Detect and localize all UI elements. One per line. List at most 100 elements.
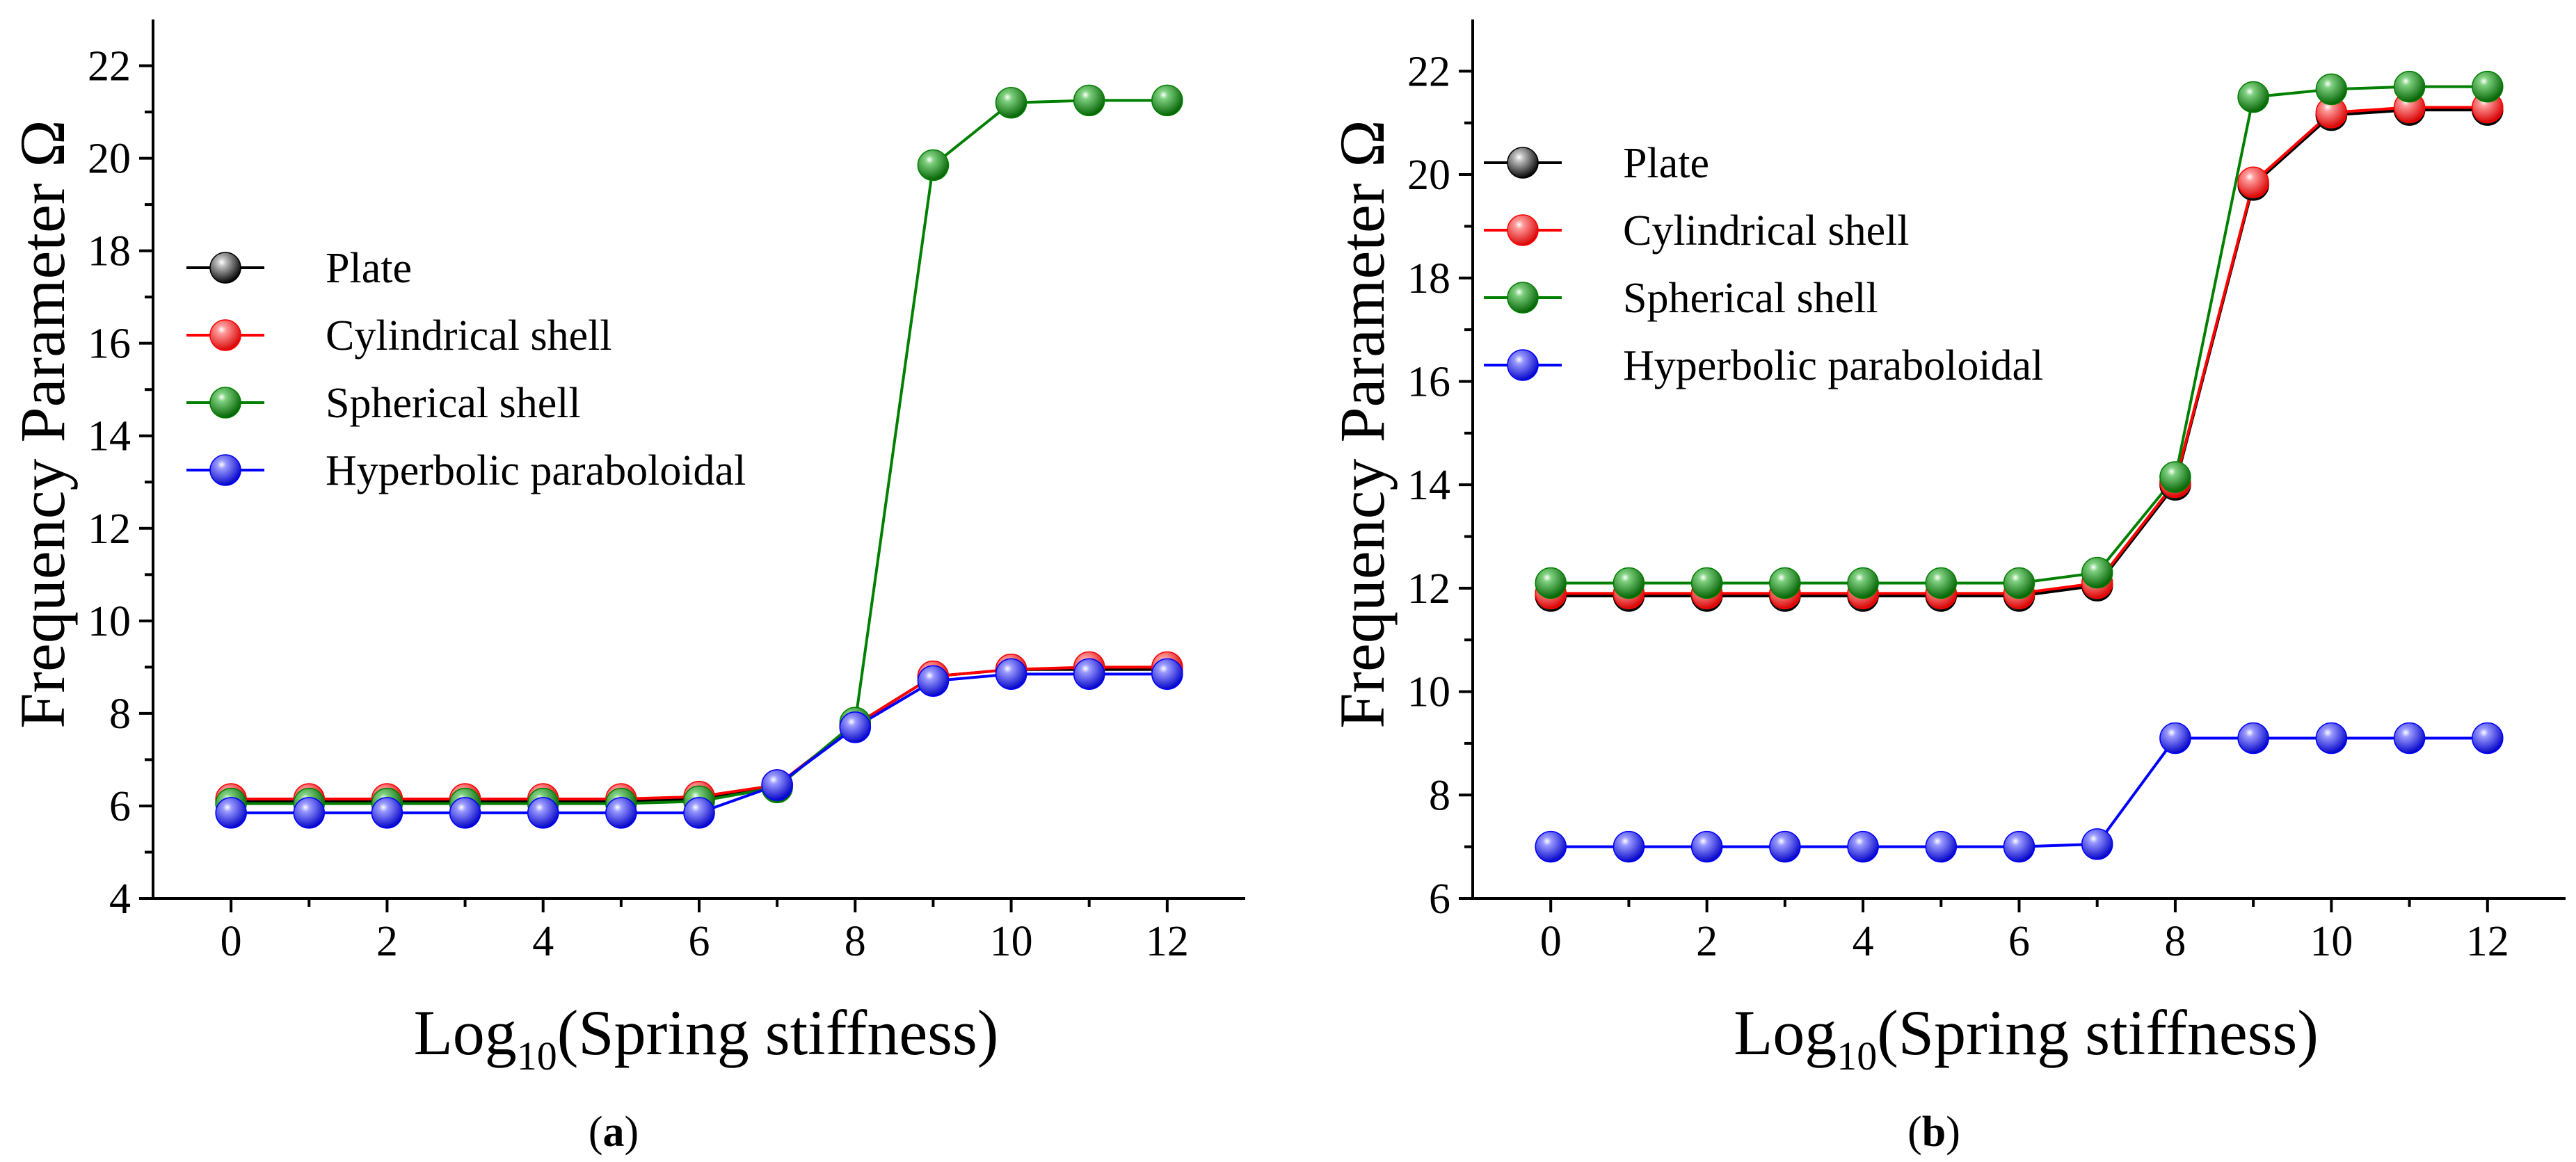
data-point-spherical-shell — [917, 149, 950, 181]
legend-label-spherical-shell: Spherical shell — [326, 380, 581, 427]
x-tick-label: 2 — [376, 918, 398, 965]
y-tick-label: 10 — [1407, 669, 1450, 716]
data-point-hyperbolic-paraboloidal — [371, 797, 403, 829]
y-axis-title: Frequency Parameter Ω — [1327, 120, 1398, 729]
data-point-hyperbolic-paraboloidal — [605, 797, 637, 829]
legend-marker-cylindrical-shell — [209, 319, 241, 351]
x-tick-label: 0 — [221, 918, 242, 965]
data-point-spherical-shell — [1535, 567, 1567, 599]
data-point-hyperbolic-paraboloidal — [839, 711, 872, 743]
x-axis-title: Log10(Spring stiffness) — [1734, 997, 2319, 1079]
legend-label-plate: Plate — [1623, 140, 1709, 187]
data-point-spherical-shell — [2393, 70, 2426, 103]
data-point-hyperbolic-paraboloidal — [2081, 828, 2113, 860]
legend-marker-plate — [1507, 147, 1539, 179]
data-point-hyperbolic-paraboloidal — [761, 769, 793, 801]
data-point-hyperbolic-paraboloidal — [683, 797, 715, 829]
y-tick-label: 20 — [88, 136, 131, 183]
y-tick-label: 16 — [1407, 358, 1450, 405]
data-point-hyperbolic-paraboloidal — [995, 658, 1027, 691]
data-point-spherical-shell — [2003, 567, 2035, 599]
data-point-spherical-shell — [1073, 84, 1105, 117]
y-tick-label: 8 — [1429, 772, 1450, 819]
legend-marker-plate — [209, 252, 241, 284]
y-tick-label: 18 — [88, 228, 131, 275]
data-point-hyperbolic-paraboloidal — [2159, 722, 2191, 755]
x-tick-label: 2 — [1696, 918, 1718, 965]
data-point-spherical-shell — [2315, 73, 2348, 106]
legend-label-cylindrical-shell: Cylindrical shell — [1623, 207, 1910, 255]
data-point-hyperbolic-paraboloidal — [2393, 722, 2426, 755]
data-point-spherical-shell — [2081, 556, 2113, 589]
x-tick-label: 12 — [1146, 918, 1189, 965]
x-tick-label: 6 — [2008, 918, 2030, 965]
y-tick-label: 6 — [109, 783, 131, 830]
data-point-spherical-shell — [1769, 567, 1801, 599]
y-tick-label: 8 — [109, 691, 131, 738]
data-point-hyperbolic-paraboloidal — [1769, 830, 1801, 863]
series-line-cylindrical-shell — [231, 665, 1167, 800]
series-line-hyperbolic-paraboloidal — [1551, 736, 2488, 848]
data-point-hyperbolic-paraboloidal — [2003, 830, 2035, 863]
data-point-spherical-shell — [1151, 84, 1183, 117]
data-point-hyperbolic-paraboloidal — [449, 797, 481, 829]
y-tick-label: 14 — [88, 413, 131, 460]
y-tick-label: 20 — [1407, 152, 1450, 199]
panel-caption: (b) — [1907, 1108, 1960, 1156]
data-point-spherical-shell — [1690, 567, 1723, 599]
y-tick-label: 22 — [1407, 48, 1450, 95]
data-point-hyperbolic-paraboloidal — [1847, 830, 1879, 863]
x-tick-label: 4 — [532, 918, 554, 965]
data-point-spherical-shell — [2472, 70, 2504, 103]
legend-label-plate: Plate — [326, 245, 412, 292]
data-point-spherical-shell — [2159, 461, 2191, 493]
legend-label-hyperbolic-paraboloidal: Hyperbolic paraboloidal — [1623, 342, 2043, 389]
y-tick-label: 18 — [1407, 255, 1450, 302]
data-point-hyperbolic-paraboloidal — [2472, 722, 2504, 755]
x-axis-title: Log10(Spring stiffness) — [414, 997, 999, 1079]
y-tick-label: 22 — [88, 43, 131, 90]
legend-marker-hyperbolic-paraboloidal — [209, 454, 241, 486]
legend-marker-hyperbolic-paraboloidal — [1507, 349, 1539, 381]
legend-label-spherical-shell: Spherical shell — [1623, 275, 1878, 322]
y-tick-label: 12 — [88, 506, 131, 553]
legend-marker-spherical-shell — [1507, 282, 1539, 314]
y-tick-label: 6 — [1429, 875, 1450, 923]
data-point-hyperbolic-paraboloidal — [527, 797, 559, 829]
y-tick-label: 16 — [88, 321, 131, 368]
data-point-hyperbolic-paraboloidal — [293, 797, 326, 829]
data-point-hyperbolic-paraboloidal — [1613, 830, 1645, 863]
x-tick-label: 8 — [845, 918, 866, 965]
legend-marker-spherical-shell — [209, 387, 241, 419]
legend-label-cylindrical-shell: Cylindrical shell — [326, 312, 612, 360]
data-point-cylindrical-shell — [2237, 166, 2269, 198]
panel-caption: (a) — [589, 1108, 639, 1156]
data-point-hyperbolic-paraboloidal — [1535, 830, 1567, 863]
data-point-spherical-shell — [995, 86, 1027, 119]
data-point-hyperbolic-paraboloidal — [1073, 658, 1105, 691]
data-point-hyperbolic-paraboloidal — [1925, 830, 1958, 863]
x-tick-label: 0 — [1540, 918, 1562, 965]
y-tick-label: 10 — [88, 598, 131, 645]
data-point-hyperbolic-paraboloidal — [2237, 722, 2269, 755]
y-axis-title: Frequency Parameter Ω — [7, 120, 78, 729]
x-tick-label: 8 — [2164, 918, 2186, 965]
x-tick-label: 10 — [2310, 918, 2353, 965]
legend-marker-cylindrical-shell — [1507, 214, 1539, 246]
x-tick-label: 6 — [689, 918, 710, 965]
data-point-spherical-shell — [1925, 567, 1958, 599]
y-tick-label: 12 — [1407, 565, 1450, 613]
data-point-hyperbolic-paraboloidal — [1690, 830, 1723, 863]
x-tick-label: 10 — [990, 918, 1033, 965]
data-point-hyperbolic-paraboloidal — [215, 797, 247, 829]
data-point-spherical-shell — [1613, 567, 1645, 599]
data-point-spherical-shell — [1847, 567, 1879, 599]
legend-label-hyperbolic-paraboloidal: Hyperbolic paraboloidal — [326, 447, 746, 494]
data-point-spherical-shell — [2237, 81, 2269, 113]
x-tick-label: 12 — [2466, 918, 2509, 965]
y-tick-label: 14 — [1407, 462, 1450, 509]
data-point-hyperbolic-paraboloidal — [917, 665, 950, 697]
